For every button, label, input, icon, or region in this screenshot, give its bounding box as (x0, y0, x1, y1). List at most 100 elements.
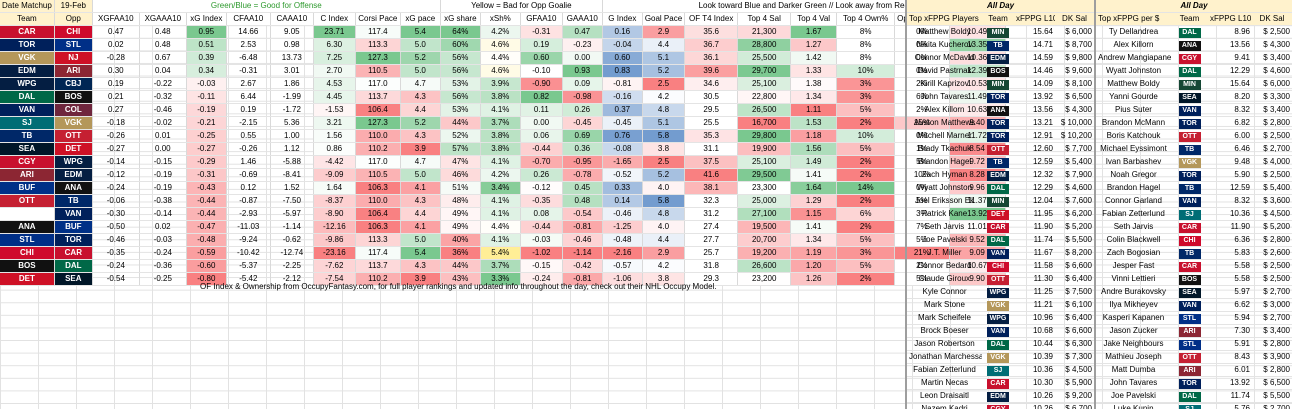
stat-cell[interactable]: -0.46 (92, 233, 140, 247)
stat-cell[interactable]: -0.03 (186, 77, 227, 91)
column-header[interactable]: GAAA10 (562, 12, 603, 26)
player-name[interactable]: Patrick Kane (907, 207, 982, 221)
stat-cell[interactable]: -0.12 (92, 168, 140, 182)
stat-cell[interactable]: 31.8 (684, 259, 739, 273)
stat-cell[interactable]: 27.7 (684, 233, 739, 247)
stat-cell[interactable]: 2.5 (642, 155, 686, 169)
stat-cell[interactable]: 25,000 (737, 194, 792, 208)
stat-cell[interactable]: 1.33 (790, 64, 838, 78)
side-column-header[interactable]: DK Sal (1252, 12, 1292, 26)
column-header[interactable]: XGAAA10 (139, 12, 187, 26)
opponent-cell[interactable]: WPG (54, 155, 93, 169)
stat-cell[interactable]: 110.5 (355, 168, 401, 182)
team-cell[interactable]: WPG (0, 77, 55, 91)
stat-cell[interactable]: 110.5 (355, 64, 401, 78)
stat-cell[interactable]: 0.95 (186, 25, 227, 39)
stat-cell[interactable]: 0.02 (139, 220, 187, 234)
stat-cell[interactable]: 56% (440, 90, 481, 104)
stat-cell[interactable]: 19,500 (737, 220, 792, 234)
stat-cell[interactable]: -0.81 (602, 77, 643, 91)
stat-cell[interactable]: -0.11 (186, 90, 227, 104)
column-header[interactable]: Goal Pace (642, 12, 686, 26)
stat-cell[interactable]: -0.21 (186, 116, 227, 130)
stat-cell[interactable]: 0.00 (139, 142, 187, 156)
stat-cell[interactable]: 1.34 (790, 233, 838, 247)
column-header[interactable]: Top 4 Own% (836, 12, 896, 26)
stat-cell[interactable]: 5.4 (400, 246, 441, 260)
player-name[interactable]: Nazem Kadri (907, 402, 982, 409)
stat-cell[interactable]: 0.01 (139, 129, 187, 143)
stat-cell[interactable]: -1.99 (270, 90, 314, 104)
stat-cell[interactable]: -0.16 (602, 90, 643, 104)
stat-cell[interactable]: -1.02 (520, 246, 563, 260)
column-header[interactable]: xG share (440, 12, 481, 26)
stat-cell[interactable]: 0.55 (226, 129, 271, 143)
stat-cell[interactable]: 20,700 (737, 233, 792, 247)
stat-cell[interactable]: 25,100 (737, 77, 792, 91)
player-name[interactable]: Connor Garland (1096, 194, 1171, 208)
stat-cell[interactable]: 25.5 (684, 116, 739, 130)
stat-cell[interactable]: 1.56 (790, 142, 838, 156)
stat-cell[interactable]: 41.6 (684, 168, 739, 182)
column-header[interactable]: xSh% (480, 12, 521, 26)
opponent-cell[interactable]: COL (54, 103, 93, 117)
stat-cell[interactable]: 48% (440, 194, 481, 208)
player-name[interactable]: Michael Eyssimont (1096, 142, 1171, 156)
stat-cell[interactable]: 0.67 (139, 51, 187, 65)
stat-cell[interactable]: 117.0 (355, 155, 401, 169)
stat-cell[interactable]: 1.12 (270, 142, 314, 156)
opponent-cell[interactable]: EDM (54, 168, 93, 182)
stat-cell[interactable]: 49% (440, 220, 481, 234)
stat-cell[interactable]: 5.8 (642, 129, 686, 143)
stat-cell[interactable]: 4.6% (480, 64, 521, 78)
stat-cell[interactable]: 110.0 (355, 194, 401, 208)
stat-cell[interactable]: 0.39 (186, 51, 227, 65)
player-name[interactable]: Boris Katchouk (1096, 129, 1171, 143)
side-column-header[interactable]: Top xFPPG Players (907, 12, 982, 26)
player-name[interactable]: Zach Hyman (907, 168, 982, 182)
stat-cell[interactable]: 2% (836, 272, 896, 286)
player-name[interactable]: Leon Draisaitl (907, 389, 982, 403)
player-name[interactable]: Brandon McMann (1096, 116, 1171, 130)
stat-cell[interactable]: 2.9 (642, 246, 686, 260)
stat-cell[interactable]: 4.2 (642, 90, 686, 104)
stat-cell[interactable]: 51% (440, 181, 481, 195)
stat-cell[interactable]: -0.90 (520, 77, 563, 91)
team-cell[interactable]: OTT (0, 194, 55, 208)
opponent-cell[interactable]: DAL (54, 259, 93, 273)
stat-cell[interactable]: 0.00 (520, 116, 563, 130)
stat-cell[interactable]: 7.25 (313, 51, 356, 65)
stat-cell[interactable]: -2.15 (226, 116, 271, 130)
player-name[interactable]: Alex Killorn (1096, 38, 1171, 52)
stat-cell[interactable]: -0.57 (602, 259, 643, 273)
player-name[interactable]: Jason Zucker (1096, 324, 1171, 338)
stat-cell[interactable]: 0.69 (562, 129, 603, 143)
stat-cell[interactable]: 4.6% (480, 38, 521, 52)
stat-cell[interactable]: 127.3 (355, 51, 401, 65)
stat-cell[interactable]: 4.7 (400, 77, 441, 91)
stat-cell[interactable]: 117.0 (355, 77, 401, 91)
stat-cell[interactable]: 1.29 (790, 194, 838, 208)
stat-cell[interactable]: 0.16 (602, 25, 643, 39)
stat-cell[interactable]: -0.44 (520, 142, 563, 156)
stat-cell[interactable]: 6.44 (226, 90, 271, 104)
player-name[interactable]: Pius Suter (1096, 103, 1171, 117)
stat-cell[interactable]: 2% (836, 168, 896, 182)
stat-cell[interactable]: 56% (440, 64, 481, 78)
player-name[interactable]: Martin Necas (907, 376, 982, 390)
player-name[interactable]: Nikita Kucherov (907, 38, 982, 52)
stat-cell[interactable]: -9.24 (226, 233, 271, 247)
stat-cell[interactable]: 5.8 (642, 194, 686, 208)
stat-cell[interactable]: 3% (836, 77, 896, 91)
stat-cell[interactable]: -0.08 (602, 142, 643, 156)
stat-cell[interactable]: 56% (440, 51, 481, 65)
side-column-header[interactable]: Team (982, 12, 1014, 26)
stat-cell[interactable]: 3.7% (480, 116, 521, 130)
opponent-cell[interactable]: NJ (54, 51, 93, 65)
stat-cell[interactable]: 26,600 (737, 259, 792, 273)
stat-cell[interactable]: 0.30 (92, 64, 140, 78)
stat-cell[interactable]: -0.35 (92, 246, 140, 260)
stat-cell[interactable]: -1.53 (313, 103, 356, 117)
stat-cell[interactable]: 35.3 (684, 129, 739, 143)
player-name[interactable]: Ty Dellandrea (1096, 25, 1171, 39)
